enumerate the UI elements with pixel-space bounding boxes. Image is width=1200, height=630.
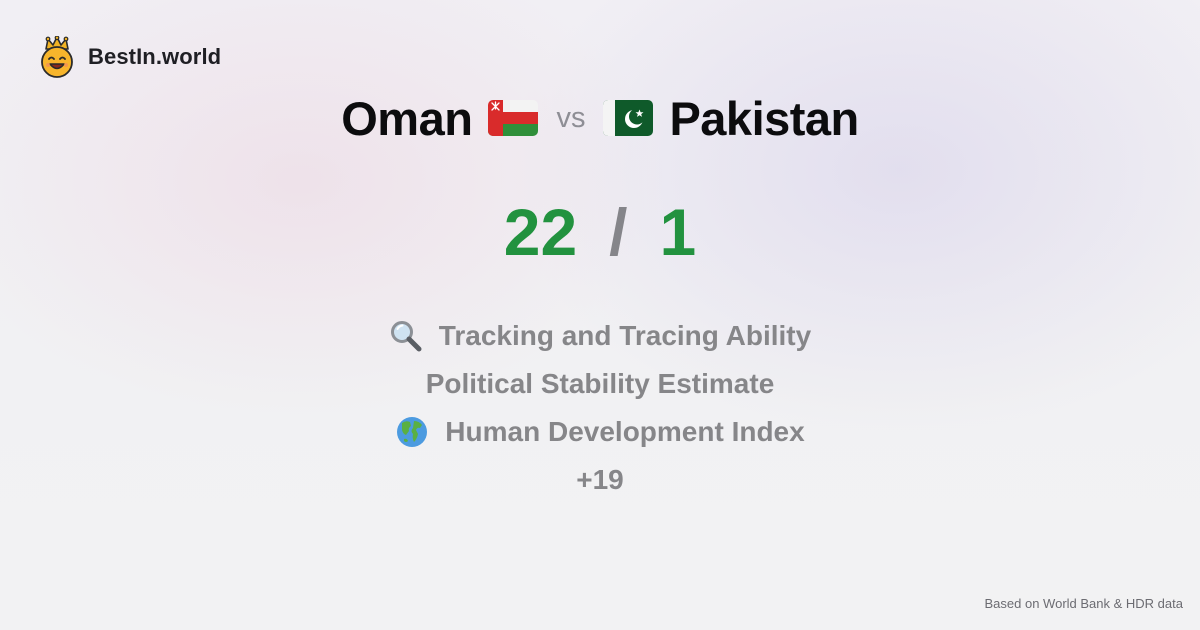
score-row: 22 / 1 — [0, 190, 1200, 274]
magnifying-glass-icon — [390, 321, 422, 352]
score-separator: / — [609, 195, 628, 269]
metric-label: Political Stability Estimate — [425, 368, 775, 399]
metric-label: Human Development Index — [445, 416, 805, 447]
brand-name: BestIn.world — [88, 44, 222, 69]
brand[interactable]: BestIn.world — [38, 36, 221, 78]
metric-item[interactable]: Tracking and Tracing Ability — [389, 312, 811, 360]
right-country-name: Pakistan — [669, 91, 859, 145]
left-score: 22 — [503, 195, 578, 269]
metric-item[interactable]: Human Development Index — [395, 408, 805, 456]
metric-label: Tracking and Tracing Ability — [438, 320, 812, 351]
crown-smiley-icon — [41, 36, 73, 78]
globe-icon — [397, 417, 428, 447]
metric-item[interactable]: Political Stability Estimate — [426, 360, 775, 408]
more-metrics-count[interactable]: +19 — [576, 464, 624, 495]
right-score: 1 — [659, 195, 697, 269]
pakistan-flag-icon — [603, 100, 654, 136]
left-country-name: Oman — [341, 91, 473, 145]
data-source-note: Based on World Bank & HDR data — [984, 596, 1183, 611]
metrics-list: Tracking and Tracing Ability Political S… — [0, 312, 1200, 504]
oman-flag-icon — [488, 100, 539, 136]
comparison-title: Oman vs Pakistan — [0, 88, 1200, 148]
vs-label: vs — [556, 101, 586, 134]
